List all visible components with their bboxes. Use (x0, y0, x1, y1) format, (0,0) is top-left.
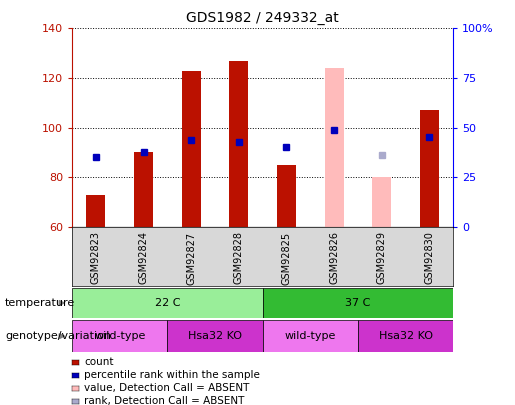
Bar (263, 288, 453, 318)
Text: GSM92829: GSM92829 (377, 232, 387, 284)
Text: 37 C: 37 C (345, 298, 371, 308)
Text: GSM92824: GSM92824 (139, 232, 148, 284)
Bar (277, 165, 296, 227)
Text: count: count (84, 358, 113, 367)
Text: value, Detection Call = ABSENT: value, Detection Call = ABSENT (84, 384, 249, 393)
Text: GSM92827: GSM92827 (186, 232, 196, 285)
Bar (372, 177, 391, 227)
Bar (72, 288, 263, 318)
Bar (324, 68, 344, 227)
Text: GSM92826: GSM92826 (329, 232, 339, 284)
Bar (263, 320, 358, 352)
Text: wild-type: wild-type (94, 331, 145, 341)
Text: GSM92823: GSM92823 (91, 232, 101, 284)
Bar (420, 110, 439, 227)
Text: Hsa32 KO: Hsa32 KO (379, 331, 433, 341)
Text: rank, Detection Call = ABSENT: rank, Detection Call = ABSENT (84, 396, 244, 405)
Text: percentile rank within the sample: percentile rank within the sample (84, 371, 260, 380)
Text: genotype/variation: genotype/variation (5, 331, 111, 341)
Bar (167, 320, 263, 352)
Bar (358, 320, 453, 352)
Text: GSM92828: GSM92828 (234, 232, 244, 284)
Bar (134, 152, 153, 227)
Title: GDS1982 / 249332_at: GDS1982 / 249332_at (186, 11, 339, 25)
Bar (182, 70, 201, 227)
Text: wild-type: wild-type (285, 331, 336, 341)
Text: 22 C: 22 C (154, 298, 180, 308)
Bar (87, 194, 106, 227)
Bar (229, 61, 248, 227)
Text: GSM92825: GSM92825 (282, 232, 291, 285)
Text: temperature: temperature (5, 298, 75, 308)
Text: GSM92830: GSM92830 (424, 232, 434, 284)
Text: Hsa32 KO: Hsa32 KO (188, 331, 242, 341)
Bar (72, 320, 167, 352)
